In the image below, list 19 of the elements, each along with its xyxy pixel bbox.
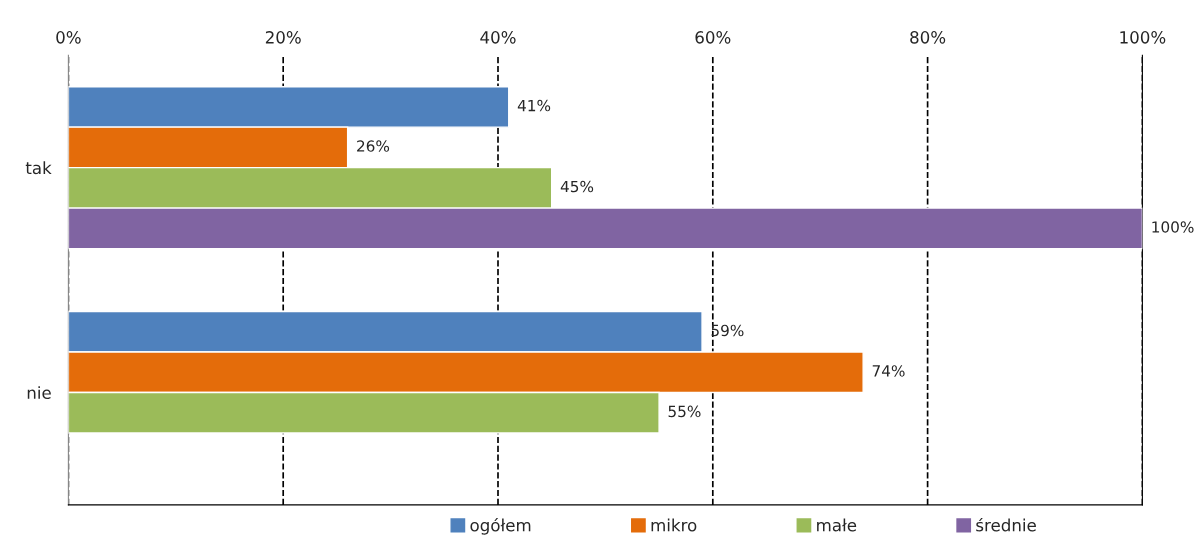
data-label: 55% (668, 405, 701, 418)
x-tick-label: 80% (910, 31, 946, 44)
x-tick-label: 0% (56, 31, 81, 44)
data-label: 41% (517, 99, 551, 112)
x-tick-label: 40% (480, 31, 516, 44)
data-label: 59% (711, 324, 744, 337)
data-label: 74% (872, 365, 905, 377)
x-tick-label: 20% (265, 31, 301, 44)
legend-label: małe (817, 518, 857, 532)
legend-label: średnie (976, 517, 1036, 532)
data-label: 45% (560, 180, 594, 193)
x-tick-label: 60% (695, 31, 731, 44)
y-tick-label: nie (27, 386, 51, 400)
legend-label: mikro (651, 518, 697, 532)
x-tick-label: 100% (1120, 31, 1166, 44)
data-label: 26% (357, 140, 390, 152)
data-label: 100% (1152, 221, 1194, 233)
y-tick-label: tak (25, 161, 52, 175)
legend-label: ogółem (470, 517, 531, 535)
